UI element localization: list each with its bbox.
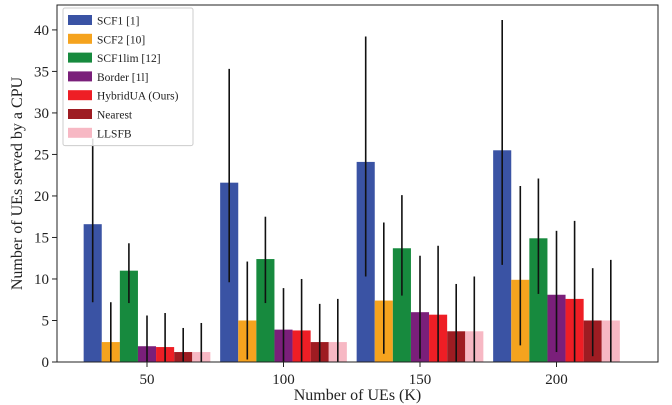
- legend-swatch: [68, 127, 92, 138]
- legend-swatch: [68, 109, 92, 119]
- legend-entry: Nearest: [97, 110, 133, 122]
- x-axis-label: Number of UEs (K): [294, 387, 422, 404]
- legend-entry: LLSFB: [97, 128, 132, 140]
- legend-entry: Border [1l]: [97, 72, 148, 84]
- bar: [256, 259, 275, 362]
- legend-entry: SCF1 [1]: [97, 16, 140, 28]
- y-tick-label: 15: [34, 230, 49, 246]
- bars-layer: [83, 150, 620, 362]
- legend-entry: SCF2 [10]: [97, 34, 145, 46]
- legend-swatch: [68, 52, 92, 63]
- y-tick-label: 5: [42, 313, 50, 329]
- x-tick-label: 200: [545, 372, 568, 388]
- bar: [119, 270, 138, 362]
- y-tick-label: 10: [34, 272, 49, 288]
- legend-swatch: [68, 15, 92, 25]
- y-tick-label: 30: [34, 106, 49, 122]
- legend-entry: HybridUA (Ours): [97, 91, 179, 103]
- axes-layer: 0 5 10 15 20 25 30 35 40 50 100 150 200: [34, 4, 659, 388]
- x-tick-label: 100: [272, 372, 295, 388]
- plot-frame: [56, 4, 659, 363]
- x-tick-label: 50: [140, 372, 155, 388]
- legend-swatch: [68, 33, 92, 44]
- legend: SCF1 [1] SCF2 [10] SCF1lim [12] Border [1l]…: [62, 7, 194, 147]
- y-tick-label: 20: [34, 189, 49, 205]
- y-tick-label: 40: [34, 23, 49, 39]
- legend-swatch: [68, 90, 92, 101]
- bar: [529, 238, 548, 362]
- bar: [392, 248, 411, 362]
- y-tick-label: 25: [34, 147, 49, 163]
- y-axis-label: Number of UEs served by a CPU: [9, 76, 26, 290]
- legend-box: [62, 7, 194, 147]
- legend-swatch: [68, 71, 92, 82]
- y-tick-label: 0: [42, 355, 50, 371]
- legend-entry: SCF1lim [12]: [97, 53, 161, 65]
- error-bars-layer: [91, 19, 612, 362]
- x-tick-label: 150: [409, 372, 432, 388]
- y-tick-label: 35: [34, 64, 49, 80]
